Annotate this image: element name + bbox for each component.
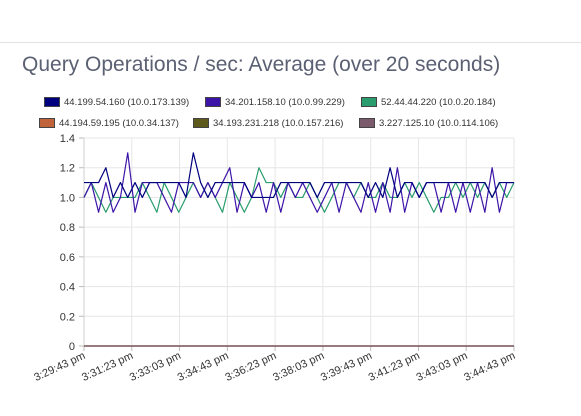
x-tick-label: 3:34:43 pm xyxy=(176,350,231,384)
series-line-1 xyxy=(84,152,514,199)
x-tick-label: 3:39:43 pm xyxy=(319,350,374,384)
legend-label-5: 34.193.231.218 (10.0.157.216) xyxy=(213,117,344,129)
y-tick-label: 1.4 xyxy=(60,133,75,145)
x-tick-label: 3:41:23 pm xyxy=(367,350,422,384)
legend-swatch-6 xyxy=(359,118,375,128)
legend-label-4: 44.194.59.195 (10.0.34.137) xyxy=(59,117,179,129)
x-tick-label: 3:33:03 pm xyxy=(128,350,183,384)
x-tick-label: 3:31:23 pm xyxy=(80,350,135,384)
legend-label-3: 52.44.44.220 (10.0.20.184) xyxy=(381,96,496,108)
legend-swatch-2 xyxy=(205,97,221,107)
y-tick-label: 0.2 xyxy=(60,311,75,323)
x-tick-label: 3:38:03 pm xyxy=(271,350,326,384)
y-tick-label: 0.4 xyxy=(60,282,75,294)
y-tick-label: 1.2 xyxy=(60,163,75,175)
series-line-3 xyxy=(83,167,515,213)
legend-label-2: 34.201.158.10 (10.0.99.229) xyxy=(225,96,345,108)
chart-title: Query Operations / sec: Average (over 20… xyxy=(22,53,501,76)
legend-label-1: 44.199.54.160 (10.0.173.139) xyxy=(64,96,190,108)
y-tick-label: 0.6 xyxy=(60,252,75,264)
legend-swatch-5 xyxy=(193,118,209,128)
top-divider xyxy=(0,42,581,43)
legend-swatch-1 xyxy=(44,97,60,107)
x-tick-label: 3:44:43 pm xyxy=(462,350,517,384)
x-tick-label: 3:43:03 pm xyxy=(415,350,470,384)
legend-item-4[interactable]: 44.194.59.195 (10.0.34.137) xyxy=(39,117,179,129)
y-tick-label: 1.0 xyxy=(60,192,75,204)
legend-swatch-4 xyxy=(39,118,55,128)
legend-item-5[interactable]: 34.193.231.218 (10.0.157.216) xyxy=(193,117,343,129)
legend-swatch-3 xyxy=(361,97,377,107)
legend-item-3[interactable]: 52.44.44.220 (10.0.20.184) xyxy=(361,96,496,108)
legend-item-2[interactable]: 34.201.158.10 (10.0.99.229) xyxy=(205,96,345,108)
legend: 44.199.54.160 (10.0.173.139) 34.201.158.… xyxy=(0,0,581,140)
y-tick-label: 0.8 xyxy=(60,222,75,234)
legend-label-6: 3.227.125.10 (10.0.114.106) xyxy=(379,117,499,129)
legend-item-1[interactable]: 44.199.54.160 (10.0.173.139) xyxy=(44,96,189,108)
legend-item-6[interactable]: 3.227.125.10 (10.0.114.106) xyxy=(359,117,498,129)
x-tick-label: 3:29:43 pm xyxy=(32,350,87,384)
x-tick-label: 3:36:23 pm xyxy=(223,350,278,384)
y-tick-label: 0 xyxy=(69,341,75,353)
